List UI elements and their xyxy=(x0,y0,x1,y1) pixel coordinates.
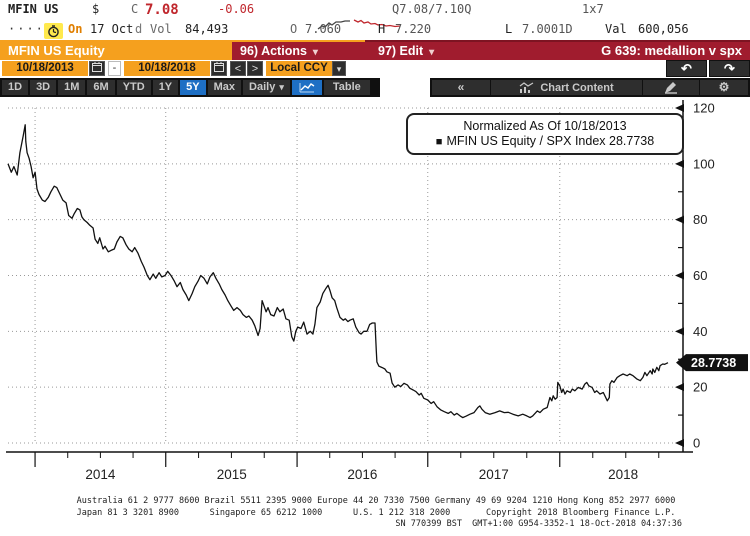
lot-size: 1x7 xyxy=(582,2,604,16)
svg-text:120: 120 xyxy=(693,101,715,116)
red-divider xyxy=(365,40,750,42)
actions-menu[interactable]: 96) Actions ▾ xyxy=(240,42,318,60)
delayed-flag: d xyxy=(135,22,143,36)
settings-button[interactable]: ⚙ xyxy=(700,80,748,95)
period-button-5y-selected[interactable]: 5Y xyxy=(180,80,206,95)
svg-text:60: 60 xyxy=(693,268,707,283)
chart-title: G 639: medallion v spx xyxy=(601,43,742,58)
intraday-sparkline-icon xyxy=(288,3,402,50)
currency-dropdown-caret[interactable]: ▾ xyxy=(332,61,346,76)
price-change: -0.06 xyxy=(218,2,255,16)
function-title-bar: MFIN US Equity 96) Actions ▾ 97) Edit ▾ G … xyxy=(0,42,750,60)
val-label: Val xyxy=(605,22,627,36)
chart-content-toolbar: « Chart Content ⚙ xyxy=(430,78,750,97)
chart-plot-area[interactable]: 0 20 40 60 80 100 120 2014 2015 2016 2017 2018 28.77… xyxy=(0,96,750,494)
chevron-down-icon: ▾ xyxy=(312,47,318,58)
chevron-down-icon: ▾ xyxy=(429,47,435,58)
chart-content-icon xyxy=(519,82,534,93)
period-toolbar: 1D 3D 1M 6M YTD 1Y 5Y Max Daily ▾ Table xyxy=(0,78,380,97)
svg-text:40: 40 xyxy=(693,324,707,339)
svg-text:2017: 2017 xyxy=(479,467,509,482)
pencil-icon xyxy=(665,81,677,94)
svg-text:2015: 2015 xyxy=(217,467,247,482)
chart-content-label: Chart Content xyxy=(540,81,614,94)
low-price: 7.0001D xyxy=(522,22,573,36)
svg-text:100: 100 xyxy=(693,156,715,171)
delayed-clock-icon xyxy=(44,23,63,39)
date-range-dash: - xyxy=(108,61,121,76)
line-chart-type-button[interactable] xyxy=(291,80,322,95)
last-price: 7.08 xyxy=(145,2,179,18)
amber-divider xyxy=(0,40,365,42)
terminal-footer: Australia 61 2 9777 8600 Brazil 5511 239… xyxy=(70,496,682,531)
start-date-field[interactable]: 10/18/2013 xyxy=(2,61,88,76)
svg-text:2018: 2018 xyxy=(608,467,638,482)
period-button-ytd[interactable]: YTD xyxy=(116,80,151,95)
legend-series-name: MFIN US Equity / SPX Index xyxy=(446,134,606,148)
svg-text:28.7738: 28.7738 xyxy=(691,356,736,370)
footer-phones-2: Japan 81 3 3201 8900 Singapore 65 6212 1… xyxy=(76,507,676,518)
undo-button[interactable]: ↶ xyxy=(666,60,707,77)
svg-text:2014: 2014 xyxy=(85,467,116,482)
footer-phones-1: Australia 61 2 9777 8600 Brazil 5511 239… xyxy=(76,496,676,506)
value-traded: 600,056 xyxy=(638,22,689,36)
date-range-row: 10/18/2013 - 10/18/2018 < > Local CCY ▾ … xyxy=(0,60,750,78)
chart-legend: Normalized As Of 10/18/2013 ■ MFIN US Equ… xyxy=(406,113,684,155)
edit-menu-label: 97) Edit xyxy=(378,44,424,58)
redo-button[interactable]: ↷ xyxy=(709,60,750,77)
period-button-1m[interactable]: 1M xyxy=(58,80,86,95)
open-price: 7.060 xyxy=(305,22,342,36)
annotate-button[interactable] xyxy=(643,80,699,95)
menu-dots-icon: ····· xyxy=(8,22,55,36)
calendar-icon[interactable] xyxy=(211,61,227,76)
session-date: 17 Oct xyxy=(90,22,134,36)
period-button-6m[interactable]: 6M xyxy=(87,80,115,95)
period-button-1d[interactable]: 1D xyxy=(2,80,29,95)
prev-period-button[interactable]: < xyxy=(230,61,246,76)
security-title: MFIN US Equity xyxy=(0,42,232,60)
frequency-label: Daily xyxy=(249,81,276,93)
on-label: On xyxy=(68,22,83,36)
table-button[interactable]: Table xyxy=(323,80,370,95)
line-chart-icon xyxy=(299,83,315,93)
open-label: O xyxy=(290,22,298,36)
footer-session-info: SN 770399 BST GMT+1:00 G954-3352-1 18-Oc… xyxy=(395,519,682,529)
quote-row-1: MFIN US $ C 7.08 -0.06 Q7.08/7.10Q 1x7 xyxy=(0,2,750,30)
svg-text:80: 80 xyxy=(693,212,707,227)
end-date-field[interactable]: 10/18/2018 xyxy=(124,61,210,76)
quote-row-2: ····· On 17 Oct d Vol 84,493 O 7.060 H 7… xyxy=(0,22,750,42)
close-label: C xyxy=(131,2,139,16)
chevron-down-icon: ▾ xyxy=(279,82,284,92)
currency-mode-field[interactable]: Local CCY xyxy=(266,61,332,76)
next-period-button[interactable]: > xyxy=(247,61,263,76)
chart-content-button[interactable]: Chart Content xyxy=(491,80,642,95)
low-label: L xyxy=(505,22,513,36)
edit-menu[interactable]: 97) Edit ▾ xyxy=(378,42,434,60)
high-price: 7.220 xyxy=(395,22,432,36)
svg-text:20: 20 xyxy=(693,380,707,395)
volume: 84,493 xyxy=(185,22,229,36)
collapse-panel-button[interactable]: « xyxy=(432,80,490,95)
svg-text:2016: 2016 xyxy=(347,467,377,482)
bid-ask: Q7.08/7.10Q xyxy=(392,2,472,16)
vol-label: Vol xyxy=(150,22,172,36)
period-button-1y[interactable]: 1Y xyxy=(152,80,179,95)
high-label: H xyxy=(378,22,386,36)
legend-series-value: 28.7738 xyxy=(609,134,655,148)
actions-menu-label: 96) Actions xyxy=(240,44,307,58)
currency-code: $ xyxy=(92,2,100,16)
ticker: MFIN US xyxy=(8,2,59,16)
period-button-max[interactable]: Max xyxy=(207,80,242,95)
series-swatch-icon: ■ xyxy=(435,136,443,148)
calendar-icon[interactable] xyxy=(89,61,105,76)
svg-text:0: 0 xyxy=(693,436,700,451)
period-button-3d[interactable]: 3D xyxy=(30,80,57,95)
frequency-dropdown[interactable]: Daily ▾ xyxy=(243,80,290,95)
legend-title: Normalized As Of 10/18/2013 xyxy=(463,119,627,133)
